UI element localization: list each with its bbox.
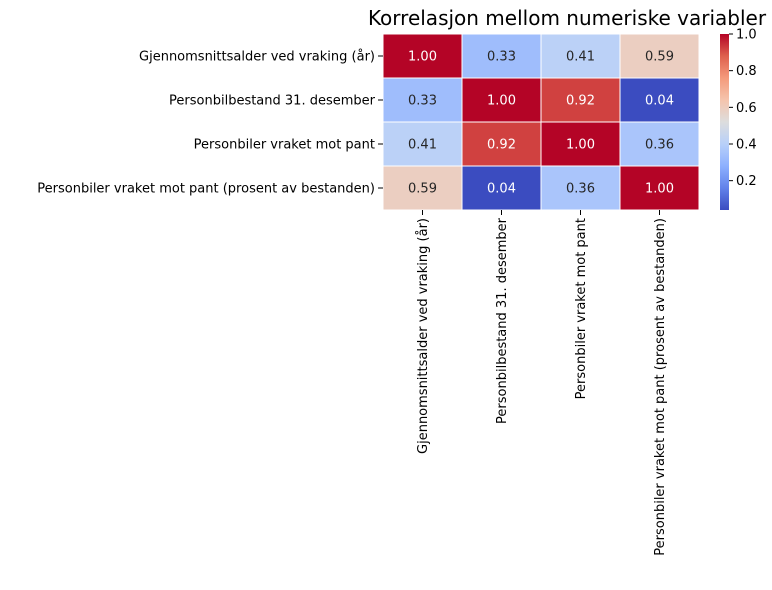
heatmap-cell — [461, 121, 542, 167]
heatmap-cell — [619, 121, 700, 167]
colorbar-tick-label: 0.4 — [736, 138, 757, 153]
cell-value-label: 0.59 — [645, 50, 674, 65]
cell-value-label: 0.92 — [487, 138, 516, 153]
x-tick-label: Personbilbestand 31. desember — [495, 217, 510, 424]
heatmap-cell — [461, 165, 542, 211]
y-axis-tick-labels: Gjennomsnittsalder ved vraking (år) Perso… — [37, 50, 383, 197]
heatmap-cell — [619, 33, 700, 79]
y-tick-label: Gjennomsnittsalder ved vraking (år) — [139, 50, 375, 65]
cell-value-label: 0.33 — [408, 94, 437, 109]
colorbar-gradient — [720, 34, 729, 210]
colorbar-tick-label: 1.0 — [736, 28, 757, 43]
heatmap-cell — [461, 33, 542, 79]
x-tick-label: Personbiler vraket mot pant — [574, 218, 589, 399]
cell-value-label: 0.36 — [566, 182, 595, 197]
heatmap-cell — [461, 77, 542, 123]
heatmap-cell — [619, 165, 700, 211]
colorbar-tick-label: 0.8 — [736, 64, 757, 79]
chart-title: Korrelasjon mellom numeriske variabler — [368, 6, 767, 30]
cell-value-label: 0.04 — [487, 182, 516, 197]
cell-value-label: 0.59 — [408, 182, 437, 197]
colorbar-tick-label: 0.2 — [736, 174, 757, 189]
colorbar: 0.2 0.4 0.6 0.8 1.0 — [720, 28, 757, 210]
cell-value-label: 0.36 — [645, 138, 674, 153]
cell-value-label: 0.33 — [487, 50, 516, 65]
cell-value-label: 1.00 — [566, 138, 595, 153]
x-axis-tick-labels: Gjennomsnittsalder ved vraking (år) Perso… — [416, 210, 668, 556]
cell-value-label: 0.92 — [566, 94, 595, 109]
cell-value-label: 0.04 — [645, 94, 674, 109]
cell-value-label: 0.41 — [408, 138, 437, 153]
heatmap-cell — [619, 77, 700, 123]
cell-value-label: 1.00 — [487, 94, 516, 109]
y-tick-label: Personbiler vraket mot pant (prosent av … — [37, 182, 375, 197]
cell-value-label: 1.00 — [408, 50, 437, 65]
y-tick-label: Personbiler vraket mot pant — [194, 138, 375, 153]
y-tick-label: Personbilbestand 31. desember — [169, 94, 376, 109]
cell-value-label: 0.41 — [566, 50, 595, 65]
cell-annotations: 1.00 0.33 0.41 0.59 0.33 1.00 0.92 0.04 0.41 0.92… — [408, 50, 674, 197]
heatmap-cells — [382, 33, 700, 211]
x-tick-label: Gjennomsnittsalder ved vraking (år) — [416, 218, 431, 454]
heatmap-cell — [540, 33, 621, 79]
cell-value-label: 1.00 — [645, 182, 674, 197]
x-tick-label: Personbiler vraket mot pant (prosent av … — [653, 218, 668, 556]
colorbar-tick-label: 0.6 — [736, 101, 757, 116]
heatmap-cell — [382, 33, 463, 79]
